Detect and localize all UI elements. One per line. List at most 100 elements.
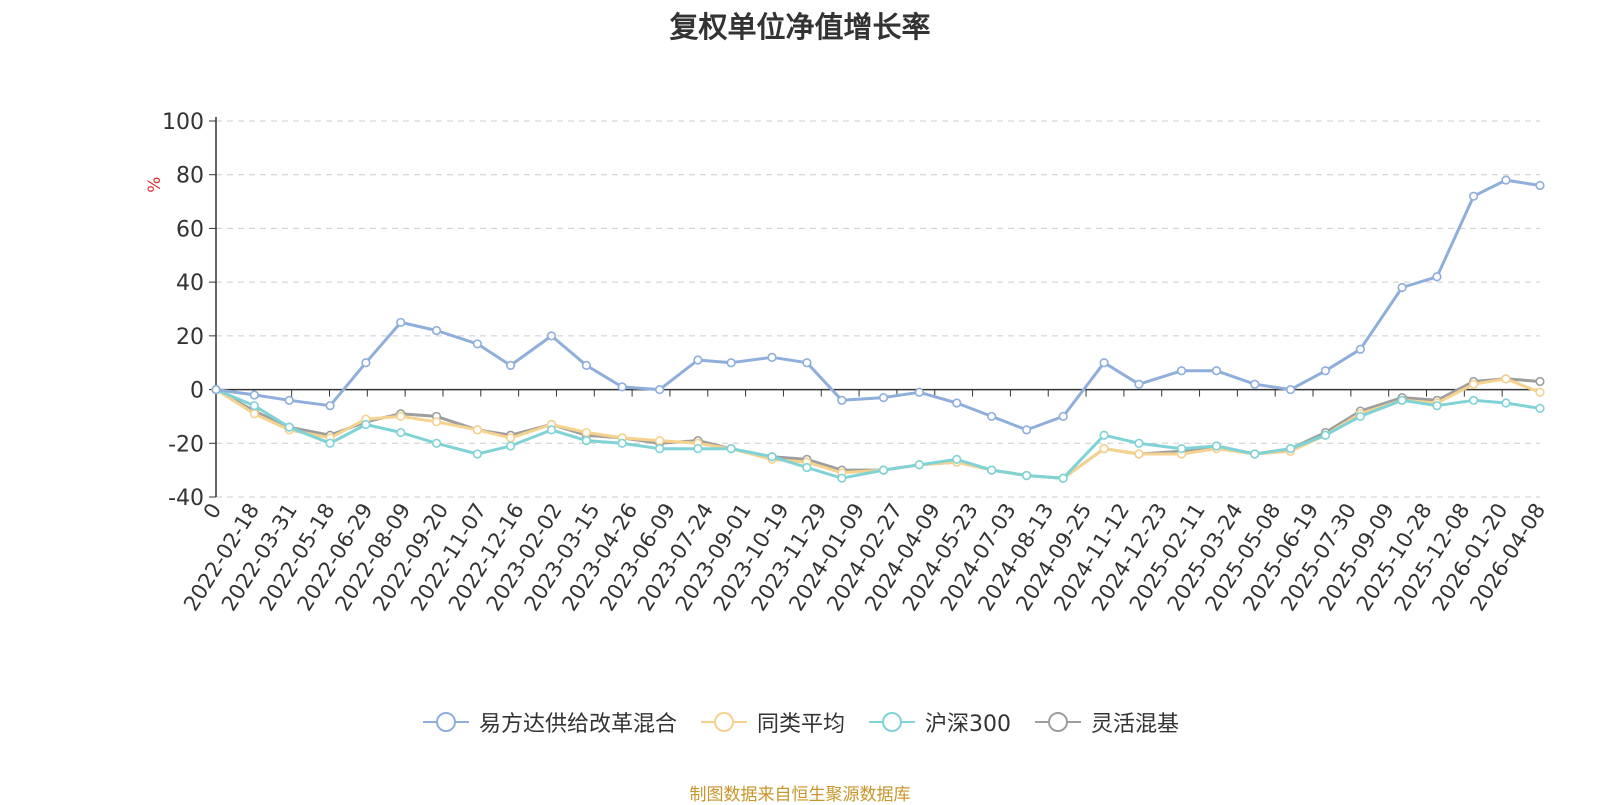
source-note: 制图数据来自恒生聚源数据库 bbox=[689, 785, 911, 805]
data-point bbox=[431, 438, 442, 448]
data-point bbox=[1285, 444, 1296, 454]
data-point bbox=[1134, 449, 1144, 459]
legend-label: 易方达供给改革混合 bbox=[478, 712, 677, 737]
data-point bbox=[249, 409, 259, 419]
legend-marker-circle bbox=[435, 712, 456, 732]
series-line bbox=[215, 388, 1541, 480]
grid-lines bbox=[216, 120, 1540, 498]
data-point bbox=[325, 401, 335, 411]
series-line bbox=[215, 377, 1541, 480]
y-tick-label: 100 bbox=[162, 110, 204, 135]
legend-marker-icon bbox=[1035, 712, 1081, 732]
data-point bbox=[1535, 180, 1545, 191]
data-point bbox=[617, 438, 627, 448]
data-point bbox=[1501, 374, 1511, 384]
legend-marker-circle bbox=[713, 712, 734, 732]
y-tick-label: 60 bbox=[176, 217, 204, 242]
y-tick-label: -20 bbox=[168, 432, 204, 457]
data-point bbox=[1355, 411, 1365, 422]
axes bbox=[209, 117, 1541, 498]
data-point bbox=[1397, 395, 1407, 405]
legend: 易方达供给改革混合 同类平均 沪深300 灵活混基 bbox=[0, 706, 1600, 738]
y-tick-label: 20 bbox=[176, 325, 204, 350]
data-point bbox=[1468, 379, 1479, 389]
data-point bbox=[396, 317, 406, 328]
data-point bbox=[472, 339, 482, 349]
data-point bbox=[914, 387, 924, 397]
data-point bbox=[802, 358, 812, 368]
y-tick-label: 40 bbox=[176, 271, 204, 296]
data-point bbox=[249, 390, 259, 400]
data-point bbox=[878, 465, 889, 475]
data-point bbox=[693, 444, 703, 454]
data-point bbox=[361, 419, 371, 430]
data-point bbox=[249, 401, 259, 411]
data-point bbox=[1355, 344, 1365, 354]
data-point bbox=[1432, 272, 1442, 282]
data-point bbox=[617, 382, 627, 392]
data-point bbox=[1021, 425, 1032, 435]
data-point bbox=[802, 462, 812, 473]
data-point bbox=[1176, 366, 1187, 376]
legend-label: 灵活混基 bbox=[1091, 712, 1180, 737]
data-point bbox=[987, 411, 997, 422]
axis-labels: -40-20020406080100%02022-02-182022-03-31… bbox=[145, 110, 1550, 615]
data-point bbox=[1432, 401, 1442, 411]
x-tick-label: 0 bbox=[199, 499, 226, 523]
data-point bbox=[1250, 379, 1260, 389]
data-point bbox=[1176, 444, 1187, 454]
data-point bbox=[1535, 387, 1545, 397]
data-point bbox=[1397, 282, 1407, 293]
chart-title: 复权单位净值增长率 bbox=[669, 10, 931, 44]
data-point bbox=[396, 427, 406, 438]
data-point bbox=[1250, 449, 1260, 459]
data-point bbox=[655, 436, 665, 446]
y-tick-label: 0 bbox=[190, 379, 204, 404]
legend-item[interactable]: 同类平均 bbox=[699, 706, 845, 738]
data-point bbox=[1211, 441, 1222, 451]
data-point bbox=[211, 384, 221, 395]
data-point bbox=[952, 398, 962, 408]
legend-marker-icon bbox=[700, 712, 747, 732]
data-point bbox=[878, 393, 889, 403]
data-point bbox=[726, 444, 736, 454]
data-point bbox=[1501, 398, 1511, 408]
data-point bbox=[472, 449, 482, 459]
data-point bbox=[581, 360, 591, 371]
y-tick-label: 80 bbox=[176, 164, 204, 189]
data-point bbox=[655, 444, 665, 454]
data-point bbox=[1134, 379, 1144, 389]
legend-marker-icon bbox=[869, 712, 915, 732]
data-point bbox=[914, 460, 924, 470]
legend-label: 沪深300 bbox=[925, 712, 1011, 737]
data-point bbox=[1320, 430, 1331, 440]
data-point bbox=[506, 360, 516, 371]
data-point bbox=[1535, 376, 1545, 387]
series-lines bbox=[211, 175, 1545, 483]
data-point bbox=[361, 358, 371, 368]
legend-label: 同类平均 bbox=[756, 712, 845, 737]
data-point bbox=[1468, 191, 1479, 201]
legend-item[interactable]: 灵活混基 bbox=[1033, 706, 1179, 738]
data-point bbox=[1058, 411, 1068, 422]
y-tick-label: -40 bbox=[168, 486, 204, 511]
data-point bbox=[396, 411, 406, 422]
data-point bbox=[1501, 175, 1511, 185]
legend-item[interactable]: 易方达供给改革混合 bbox=[421, 706, 677, 738]
data-point bbox=[546, 425, 557, 435]
data-point bbox=[1134, 438, 1144, 448]
data-point bbox=[693, 355, 703, 365]
legend-item[interactable]: 沪深300 bbox=[867, 706, 1011, 738]
data-point bbox=[1021, 470, 1032, 481]
data-point bbox=[837, 473, 847, 483]
data-point bbox=[1320, 366, 1331, 376]
data-point bbox=[325, 438, 335, 448]
series-line bbox=[215, 178, 1541, 432]
data-point bbox=[767, 352, 777, 362]
data-point bbox=[472, 425, 482, 435]
data-point bbox=[506, 441, 516, 451]
y-axis-label: % bbox=[145, 177, 165, 193]
data-point bbox=[767, 452, 777, 462]
data-point bbox=[726, 358, 736, 368]
